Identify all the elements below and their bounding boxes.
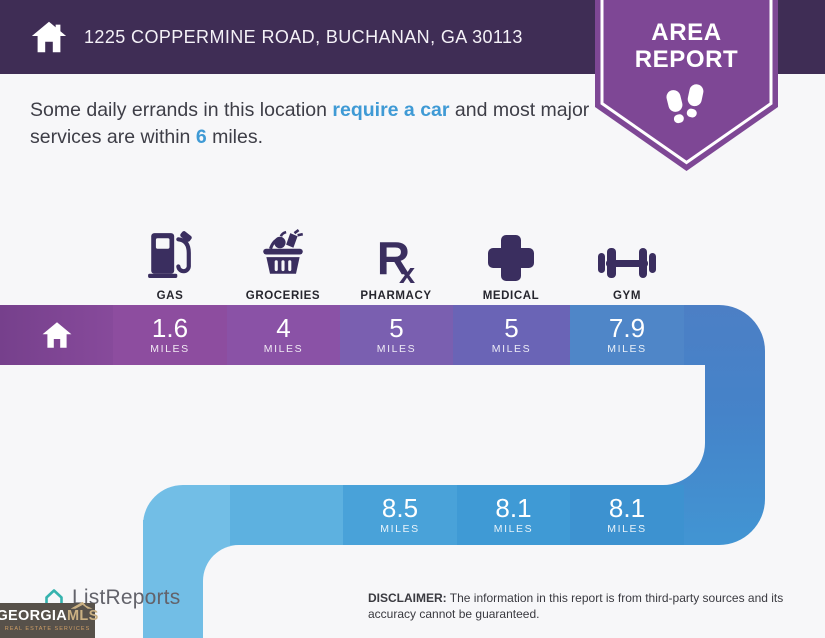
intro-part2: and most major xyxy=(449,99,590,121)
georgiamls-wordmark: GEORGIAMLS xyxy=(0,601,99,624)
distance-value: 1.6 xyxy=(151,312,189,343)
grocery-basket-icon xyxy=(257,210,309,290)
badge-pentagon xyxy=(595,0,778,171)
intro-highlight-car: require a car xyxy=(332,99,450,121)
georgiamls-roof-icon xyxy=(70,601,93,609)
amenity-label: PHARMACY xyxy=(360,290,432,302)
distance-unit: MILES xyxy=(150,343,190,356)
medical-cross-icon xyxy=(488,210,534,290)
distance-segment-cleaners: 8.1 MILES xyxy=(570,485,684,545)
distance-value: 5 xyxy=(389,312,404,343)
rx-letter-x: x xyxy=(399,258,416,290)
area-report-badge: AREA REPORT xyxy=(595,0,778,171)
distance-unit: MILES xyxy=(380,523,420,536)
georgiamls-text-mls: MLS xyxy=(67,607,99,624)
distance-value: 8.1 xyxy=(608,492,646,523)
distance-segment-coffee: 8.1 MILES xyxy=(457,485,570,545)
home-origin-segment xyxy=(0,305,113,365)
amenity-gym: GYM xyxy=(569,210,685,302)
rx-letter-r: R xyxy=(376,232,411,284)
distance-value: 8.5 xyxy=(381,492,419,523)
rx-icon: Rx xyxy=(377,210,415,290)
amenity-label: GROCERIES xyxy=(245,290,321,302)
distance-unit: MILES xyxy=(607,343,647,356)
distance-unit: MILES xyxy=(491,343,532,356)
distance-unit: MILES xyxy=(607,523,647,536)
distance-bar-secondary: 8.5 MILES 8.1 MILES 8.1 MILES xyxy=(0,485,825,545)
amenity-label: MEDICAL xyxy=(482,290,540,302)
disclaimer-label: DISCLAIMER: xyxy=(368,591,447,605)
badge-title-line2: REPORT xyxy=(634,46,739,73)
distance-value: 8.1 xyxy=(495,492,532,523)
georgiamls-tagline: REAL ESTATE SERVICES xyxy=(4,626,91,633)
intro-part4: miles. xyxy=(206,126,264,149)
distance-unit: MILES xyxy=(263,343,304,356)
distance-value: 4 xyxy=(276,312,291,343)
amenity-gas: GAS xyxy=(112,210,228,302)
distance-unit: MILES xyxy=(376,343,417,356)
distance-value: 5 xyxy=(504,312,519,343)
badge-title-line1: AREA xyxy=(651,19,722,46)
distance-segment-gas: 1.6 MILES xyxy=(113,305,227,365)
disclaimer-body: The information in this report is from t… xyxy=(368,591,784,621)
distance-segment-groceries: 4 MILES xyxy=(227,305,340,365)
gas-pump-icon xyxy=(146,210,194,290)
intro-part3: services are within xyxy=(30,126,196,149)
distance-segment-atm: 8.5 MILES xyxy=(343,485,457,545)
bar-lead-segment-2 xyxy=(230,485,343,545)
home-icon xyxy=(31,21,67,53)
georgiamls-text-georgia: GEORGIA xyxy=(0,607,68,624)
intro-part1: Some daily errands in this location xyxy=(30,99,333,121)
bar-tail-column xyxy=(143,525,203,638)
amenity-label: GYM xyxy=(613,290,641,302)
amenity-medical: MEDICAL xyxy=(453,210,569,302)
content-card-footer xyxy=(203,545,825,638)
amenity-groceries: GROCERIES xyxy=(225,210,341,302)
distance-bar-primary: 1.6 MILES 4 MILES 5 MILES 5 MILES 7.9 MI… xyxy=(0,305,825,365)
distance-segment-gym: 7.9 MILES xyxy=(570,305,684,365)
intro-highlight-distance: 6 xyxy=(195,126,207,149)
disclaimer-text: DISCLAIMER: The information in this repo… xyxy=(368,591,798,622)
georgiamls-logo: GEORGIAMLS REAL ESTATE SERVICES xyxy=(0,601,98,638)
distance-unit: MILES xyxy=(493,523,534,536)
property-address: 1225 COPPERMINE ROAD, BUCHANAN, GA 30113 xyxy=(84,26,523,47)
distance-value: 7.9 xyxy=(608,312,646,343)
footprints-icon xyxy=(666,84,704,124)
amenity-pharmacy: Rx PHARMACY xyxy=(338,210,454,302)
home-icon xyxy=(42,322,71,348)
distance-segment-pharmacy: 5 MILES xyxy=(340,305,453,365)
listreports-wordmark: ListReports xyxy=(72,586,181,609)
amenity-label: GAS xyxy=(156,290,184,302)
dumbbell-icon xyxy=(598,210,656,290)
content-card-row2 xyxy=(203,365,705,485)
intro-text: Some daily errands in this location requ… xyxy=(30,97,630,152)
distance-segment-medical: 5 MILES xyxy=(453,305,570,365)
